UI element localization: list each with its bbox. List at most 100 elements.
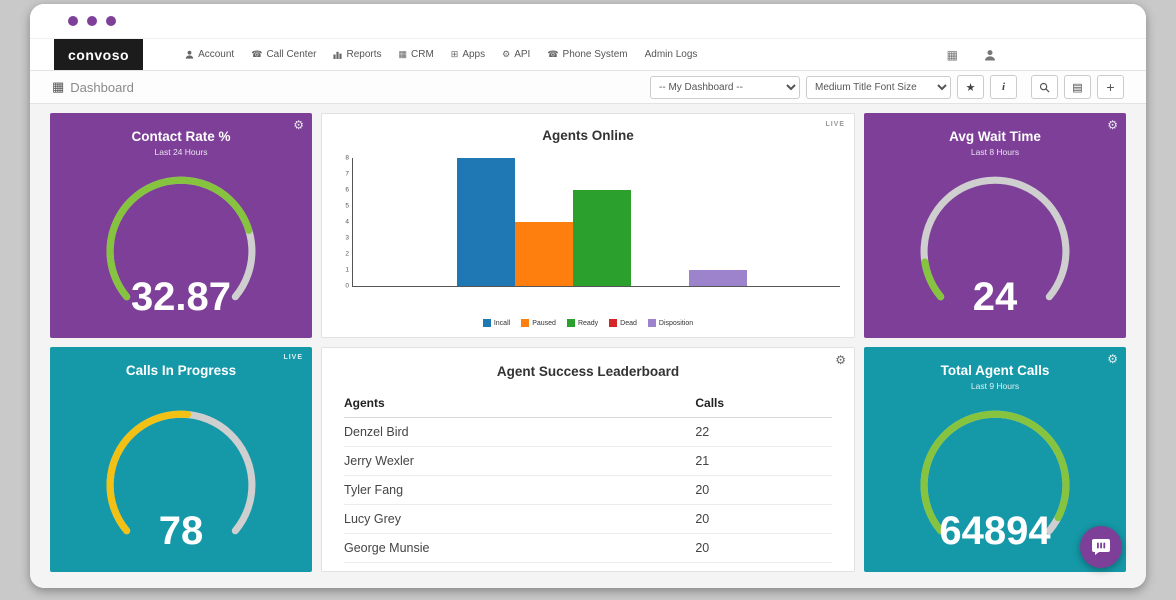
contact-rate-card: ⚙ Contact Rate % Last 24 Hours 32.87 bbox=[50, 113, 312, 338]
column-header-agents: Agents bbox=[344, 389, 696, 418]
bar-ready[interactable] bbox=[573, 190, 631, 286]
nav-item-label: CRM bbox=[411, 49, 434, 60]
favorite-button[interactable]: ★ bbox=[957, 75, 984, 99]
dashboard-grid: ⚙ Contact Rate % Last 24 Hours 32.87 LIV… bbox=[30, 104, 1146, 588]
calculator-icon[interactable]: ▦ bbox=[946, 47, 958, 62]
grid-icon: ▦ bbox=[398, 49, 407, 59]
widget-settings-gear-icon[interactable]: ⚙ bbox=[835, 353, 846, 367]
main-navbar: convoso Account ☎ Call Center Reports ▦ … bbox=[30, 38, 1146, 71]
nav-item-crm[interactable]: ▦ CRM bbox=[398, 49, 433, 60]
nav-item-label: Reports bbox=[346, 49, 382, 60]
bar-chart-icon bbox=[333, 51, 343, 59]
chart-legend: Incall Paused Ready Dead Disposition bbox=[322, 319, 854, 327]
nav-item-apps[interactable]: ⊞ Apps bbox=[451, 49, 485, 60]
bar-paused[interactable] bbox=[515, 222, 573, 286]
legend-swatch bbox=[609, 319, 618, 327]
nav-item-label: Apps bbox=[462, 49, 486, 60]
list-view-button[interactable]: ▤ bbox=[1064, 75, 1091, 99]
table-row: Tyler Fang 20 bbox=[344, 475, 832, 505]
legend-item-incall: Incall bbox=[482, 319, 510, 327]
add-widget-button[interactable]: + bbox=[1097, 75, 1124, 99]
nav-item-account[interactable]: Account bbox=[185, 49, 234, 60]
table-row: Jerry Wexler 21 bbox=[344, 446, 832, 476]
convoso-logo[interactable]: convoso bbox=[54, 39, 144, 70]
dashboard-select[interactable]: -- My Dashboard -- bbox=[650, 75, 800, 99]
window-dot bbox=[87, 16, 97, 26]
legend-item-paused: Paused bbox=[521, 319, 556, 327]
legend-swatch bbox=[482, 319, 491, 327]
gauge-arc bbox=[106, 410, 256, 535]
widget-subtitle: Last 9 Hours bbox=[970, 381, 1020, 391]
agent-name: George Munsie bbox=[344, 533, 696, 563]
navbar-right-icons: ▦ bbox=[947, 39, 996, 70]
widget-title: Total Agent Calls bbox=[940, 363, 1050, 378]
widget-title: Contact Rate % bbox=[131, 129, 231, 144]
widget-title: Avg Wait Time bbox=[949, 129, 1041, 144]
nav-item-label: API bbox=[514, 49, 531, 60]
agent-name: Jerry Wexler bbox=[344, 446, 696, 476]
leaderboard-table: Agents Calls Denzel Bird 22 Jerry Wexler… bbox=[344, 389, 832, 563]
live-badge: LIVE bbox=[825, 121, 845, 128]
leaderboard-card: ⚙ Agent Success Leaderboard Agents Calls… bbox=[321, 347, 855, 572]
nav-item-label: Call Center bbox=[266, 49, 317, 60]
widget-subtitle: Last 24 Hours bbox=[154, 147, 208, 157]
search-button[interactable] bbox=[1031, 75, 1058, 99]
page-title-label: Dashboard bbox=[70, 79, 134, 95]
agent-name: Denzel Bird bbox=[344, 417, 696, 447]
phone-icon: ☎ bbox=[251, 49, 263, 59]
window-titlebar bbox=[30, 4, 1146, 38]
profile-user-icon[interactable] bbox=[984, 49, 996, 61]
window-dot bbox=[106, 16, 116, 26]
gauge: 24 bbox=[887, 165, 1103, 317]
info-icon: i bbox=[1001, 81, 1006, 93]
nav-item-admin-logs[interactable]: Admin Logs bbox=[645, 49, 698, 60]
nav-item-reports[interactable]: Reports bbox=[333, 49, 381, 60]
apps-grid-icon: ⊞ bbox=[450, 49, 459, 59]
agent-calls: 20 bbox=[695, 533, 832, 563]
nav-item-call-center[interactable]: ☎ Call Center bbox=[251, 49, 316, 60]
gauge-value: 24 bbox=[972, 275, 1018, 319]
nav-menu: Account ☎ Call Center Reports ▦ CRM ⊞ Ap… bbox=[185, 39, 697, 70]
legend-swatch bbox=[566, 319, 575, 327]
chat-launcher-button[interactable] bbox=[1080, 526, 1122, 568]
user-icon bbox=[185, 50, 194, 59]
leaderboard-title: Agent Success Leaderboard bbox=[496, 364, 680, 379]
agent-name: Tyler Fang bbox=[344, 475, 696, 505]
widget-settings-gear-icon[interactable]: ⚙ bbox=[293, 118, 304, 132]
search-icon bbox=[1039, 82, 1050, 93]
bar-incall[interactable] bbox=[457, 158, 515, 286]
nav-item-label: Phone System bbox=[562, 49, 628, 60]
nav-item-api[interactable]: ⚙ API bbox=[502, 49, 530, 60]
legend-item-disposition: Disposition bbox=[647, 319, 693, 327]
toolbar-controls: -- My Dashboard -- Medium Title Font Siz… bbox=[650, 75, 1124, 99]
app-window: convoso Account ☎ Call Center Reports ▦ … bbox=[30, 4, 1146, 588]
gauge: 64894 bbox=[887, 399, 1103, 551]
legend-item-dead: Dead bbox=[609, 319, 637, 327]
total-agent-calls-card: ⚙ Total Agent Calls Last 9 Hours 64894 bbox=[864, 347, 1126, 572]
bar-series bbox=[457, 158, 747, 286]
table-row: George Munsie 20 bbox=[344, 533, 832, 563]
legend-swatch bbox=[521, 319, 530, 327]
avg-wait-time-card: ⚙ Avg Wait Time Last 8 Hours 24 bbox=[864, 113, 1126, 338]
gauge: 32.87 bbox=[73, 165, 289, 317]
agent-calls: 21 bbox=[695, 446, 832, 476]
table-row: Denzel Bird 22 bbox=[344, 417, 832, 447]
gauge-value: 78 bbox=[158, 509, 204, 553]
widget-settings-gear-icon[interactable]: ⚙ bbox=[1107, 118, 1118, 132]
dashboard-toolbar: ▦ Dashboard -- My Dashboard -- Medium Ti… bbox=[30, 71, 1146, 104]
gauge-value: 32.87 bbox=[130, 275, 232, 319]
widget-title: Calls In Progress bbox=[125, 363, 237, 378]
agent-calls: 20 bbox=[695, 475, 832, 505]
widget-settings-gear-icon[interactable]: ⚙ bbox=[1107, 352, 1118, 366]
agent-name: Lucy Grey bbox=[344, 504, 696, 534]
title-font-size-select[interactable]: Medium Title Font Size bbox=[806, 75, 951, 99]
dashboard-icon: ▦ bbox=[52, 79, 65, 94]
bar-disposition[interactable] bbox=[689, 270, 747, 286]
info-button[interactable]: i bbox=[990, 75, 1017, 99]
agent-calls: 20 bbox=[695, 504, 832, 534]
page-title: ▦ Dashboard bbox=[52, 79, 134, 95]
gauge: 78 bbox=[73, 399, 289, 551]
nav-item-phone-system[interactable]: ☎ Phone System bbox=[547, 49, 627, 60]
